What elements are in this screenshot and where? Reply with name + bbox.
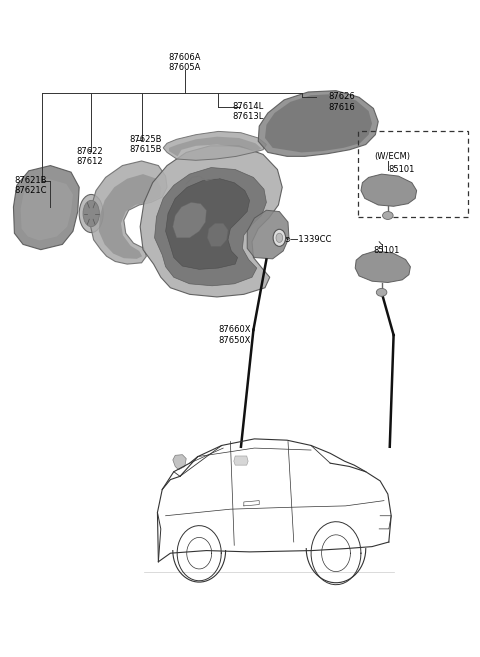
Ellipse shape xyxy=(383,212,393,219)
Text: 87606A
87605A: 87606A 87605A xyxy=(168,53,201,72)
Ellipse shape xyxy=(376,288,387,296)
Polygon shape xyxy=(247,210,289,259)
Polygon shape xyxy=(13,166,79,250)
Polygon shape xyxy=(166,179,250,269)
Text: ⊙—1339CC: ⊙—1339CC xyxy=(283,235,332,244)
Polygon shape xyxy=(361,174,417,206)
Bar xyxy=(358,131,468,217)
Polygon shape xyxy=(355,251,410,283)
Polygon shape xyxy=(155,168,266,286)
Text: 85101: 85101 xyxy=(373,246,400,256)
Polygon shape xyxy=(169,137,262,156)
Polygon shape xyxy=(265,94,372,152)
Polygon shape xyxy=(173,202,206,238)
Text: 87625B
87615B: 87625B 87615B xyxy=(130,135,162,154)
Text: 87660X
87650X: 87660X 87650X xyxy=(218,325,251,345)
Circle shape xyxy=(276,233,283,242)
Polygon shape xyxy=(163,131,266,160)
Polygon shape xyxy=(173,455,186,470)
Ellipse shape xyxy=(79,194,103,233)
Text: (W/ECM): (W/ECM) xyxy=(374,152,410,161)
Polygon shape xyxy=(258,91,378,156)
Polygon shape xyxy=(21,179,73,240)
Circle shape xyxy=(273,229,286,246)
Text: 87626
87616: 87626 87616 xyxy=(329,92,356,112)
Text: 87622
87612: 87622 87612 xyxy=(77,147,103,166)
Polygon shape xyxy=(90,161,167,264)
Text: 87621B
87621C: 87621B 87621C xyxy=(14,175,47,195)
Text: 87614L
87613L: 87614L 87613L xyxy=(233,102,264,122)
Polygon shape xyxy=(99,174,161,259)
Text: 85101: 85101 xyxy=(389,165,415,174)
Polygon shape xyxy=(207,223,228,246)
Polygon shape xyxy=(234,456,248,465)
Polygon shape xyxy=(140,146,282,297)
Ellipse shape xyxy=(83,200,99,227)
